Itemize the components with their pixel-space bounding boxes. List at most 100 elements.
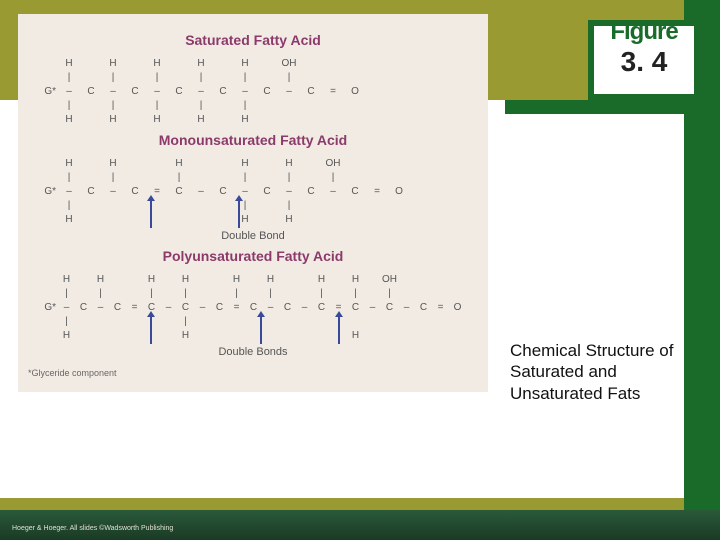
atom-cell: H: [278, 214, 300, 225]
structure-row: |||||||||: [28, 286, 478, 300]
atom-cell: |: [58, 316, 75, 327]
atom-cell: –: [160, 302, 177, 313]
atom-cell: H: [234, 114, 256, 125]
structure-row: HHHHHHHHOH: [28, 272, 478, 286]
atom-cell: C: [168, 186, 190, 197]
atom-cell: H: [58, 114, 80, 125]
atom-cell: OH: [381, 274, 398, 285]
structure-row: HHH: [28, 212, 478, 226]
atom-cell: H: [234, 158, 256, 169]
diagram-panel: Saturated Fatty AcidHHHHHOH||||||G*–C–C–…: [18, 14, 488, 392]
atom-cell: |: [58, 72, 80, 83]
atom-cell: H: [146, 58, 168, 69]
atom-cell: |: [228, 288, 245, 299]
atom-cell: H: [347, 274, 364, 285]
atom-cell: C: [124, 86, 146, 97]
atom-cell: |: [347, 288, 364, 299]
chemical-structure: HHHHHOH||||||G*–C–C–C–C–C–C=O|||||HHHHH: [28, 56, 478, 126]
atom-cell: C: [300, 186, 322, 197]
structure-row: G*–C–C–C–C–C–C=O: [28, 84, 478, 98]
atom-cell: C: [300, 86, 322, 97]
atom-cell: G*: [28, 186, 58, 197]
atom-cell: |: [58, 172, 80, 183]
atom-cell: –: [102, 186, 124, 197]
bond-label: Double Bond: [28, 230, 478, 242]
atom-cell: H: [177, 330, 194, 341]
chemical-structure: HHHHHOH||||||G*–C–C=C–C–C–C–C=O|||HHH: [28, 156, 478, 226]
atom-cell: |: [234, 100, 256, 111]
atom-cell: |: [322, 172, 344, 183]
atom-cell: C: [80, 86, 102, 97]
atom-cell: H: [228, 274, 245, 285]
atom-cell: C: [80, 186, 102, 197]
atom-cell: |: [146, 72, 168, 83]
atom-cell: H: [146, 114, 168, 125]
atom-cell: O: [449, 302, 466, 313]
glyceride-footnote: *Glyceride component: [28, 368, 478, 378]
atom-cell: H: [58, 58, 80, 69]
atom-cell: |: [58, 200, 80, 211]
atom-cell: C: [347, 302, 364, 313]
atom-cell: H: [262, 274, 279, 285]
atom-cell: |: [58, 100, 80, 111]
atom-cell: C: [381, 302, 398, 313]
atom-cell: OH: [278, 58, 300, 69]
atom-cell: =: [126, 302, 143, 313]
atom-cell: |: [262, 288, 279, 299]
atom-cell: |: [381, 288, 398, 299]
atom-cell: C: [177, 302, 194, 313]
atom-cell: G*: [28, 302, 58, 313]
atom-cell: =: [228, 302, 245, 313]
atom-cell: –: [58, 186, 80, 197]
atom-cell: O: [344, 86, 366, 97]
atom-cell: H: [347, 330, 364, 341]
atom-cell: H: [58, 274, 75, 285]
atom-cell: –: [194, 302, 211, 313]
figure-label: Figure: [610, 18, 677, 46]
atom-cell: |: [278, 200, 300, 211]
atom-cell: |: [143, 288, 160, 299]
double-bond-arrow: [238, 200, 240, 228]
atom-cell: H: [143, 274, 160, 285]
atom-cell: –: [234, 86, 256, 97]
atom-cell: O: [388, 186, 410, 197]
atom-cell: –: [296, 302, 313, 313]
atom-cell: |: [102, 72, 124, 83]
section-title: Saturated Fatty Acid: [28, 32, 478, 48]
atom-cell: H: [177, 274, 194, 285]
atom-cell: =: [322, 86, 344, 97]
double-bond-arrow: [260, 316, 262, 344]
chemical-structure: HHHHHHHHOH|||||||||G*–C–C=C–C–C=C–C–C=C–…: [28, 272, 478, 342]
atom-cell: H: [102, 114, 124, 125]
atom-cell: |: [278, 172, 300, 183]
atom-cell: =: [366, 186, 388, 197]
atom-cell: C: [313, 302, 330, 313]
atom-cell: –: [190, 186, 212, 197]
atom-cell: C: [212, 186, 234, 197]
structure-row: G*–C–C=C–C–C=C–C–C=C–C–C=O: [28, 300, 478, 314]
atom-cell: H: [313, 274, 330, 285]
double-bond-arrow: [150, 200, 152, 228]
atom-cell: OH: [322, 158, 344, 169]
atom-cell: |: [234, 72, 256, 83]
atom-cell: H: [190, 114, 212, 125]
atom-cell: H: [102, 58, 124, 69]
atom-cell: H: [58, 214, 80, 225]
structure-row: HHHHH: [28, 112, 478, 126]
double-bond-arrow: [338, 316, 340, 344]
double-bond-arrow: [150, 316, 152, 344]
atom-cell: H: [278, 158, 300, 169]
figure-number-box: Figure 3. 4: [588, 20, 700, 100]
atom-cell: –: [92, 302, 109, 313]
atom-cell: C: [344, 186, 366, 197]
atom-cell: C: [109, 302, 126, 313]
structure-row: HHHHHOH: [28, 56, 478, 70]
bond-label: Double Bonds: [28, 346, 478, 358]
atom-cell: |: [92, 288, 109, 299]
atom-cell: |: [177, 316, 194, 327]
atom-cell: –: [58, 302, 75, 313]
figure-caption: Chemical Structure of Saturated and Unsa…: [510, 340, 700, 404]
structure-row: HHHHHOH: [28, 156, 478, 170]
atom-cell: C: [212, 86, 234, 97]
footer-credit: Hoeger & Hoeger. All slides ©Wadsworth P…: [12, 525, 173, 532]
